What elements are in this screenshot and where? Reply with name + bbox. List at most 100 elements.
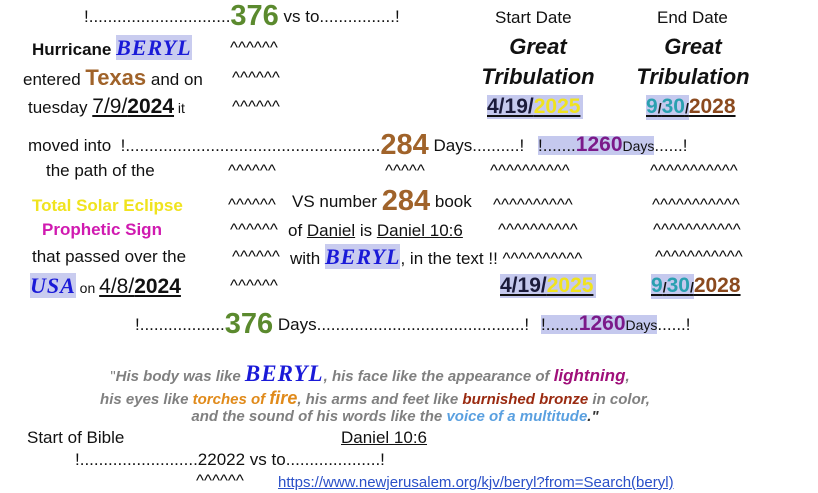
text-segment: and on: [146, 70, 203, 89]
text-segment: ^^^^^^^^^^^: [652, 195, 740, 214]
text-segment: ^^^^^^^^^^^: [650, 161, 738, 180]
row: ^^^^^^: [232, 66, 280, 90]
text-segment: USA: [30, 273, 76, 298]
quote-line: his eyes like torches of fire, his arms …: [0, 386, 750, 412]
text-segment: !.......: [538, 136, 576, 155]
link[interactable]: https://www.newjerusalem.org/kjv/beryl?f…: [278, 474, 674, 491]
text-segment: in color,: [588, 391, 650, 408]
row: !.........................22022 vs to...…: [75, 448, 385, 472]
text-segment: BERYL: [324, 244, 401, 269]
text-segment: 284: [381, 185, 431, 217]
row: that passed over the: [32, 245, 186, 269]
text-segment: !..............................: [84, 7, 231, 26]
text-segment: ^^^^^^: [230, 220, 278, 239]
row: https://www.newjerusalem.org/kjv/beryl?f…: [278, 470, 674, 493]
row: Start Date: [495, 6, 572, 30]
text-segment: Hurricane: [32, 40, 117, 59]
row: ^^^^^^^^^^^: [650, 159, 738, 183]
text-segment: Days....................................…: [273, 315, 530, 334]
text-segment: !.........................22022 vs to...…: [75, 450, 385, 469]
text-segment: , his face like the appearance of: [323, 368, 554, 385]
text-segment: 2024: [127, 95, 175, 118]
text-segment: ......!: [654, 136, 688, 155]
text-segment: 4/8/: [99, 275, 135, 298]
date: 9/30/2028: [651, 274, 747, 299]
text-segment: 2025: [546, 274, 594, 297]
row: ^^^^^^^^^^: [493, 193, 573, 217]
text-segment: !..................: [135, 315, 225, 334]
row: entered Texas and on: [23, 66, 203, 92]
text-segment: VS number: [292, 192, 382, 211]
text-segment: ^^^^^^: [232, 247, 280, 266]
text-segment: Daniel 10:6: [341, 428, 428, 447]
title-block: Great Tribulation: [625, 32, 761, 92]
row: ^^^^^^: [196, 469, 244, 493]
row: ^^^^^^^^^^^: [655, 245, 743, 269]
text-segment: ^^^^^^^^^^: [498, 220, 578, 239]
text-segment: burnished bronze: [462, 391, 589, 408]
text-segment: Texas: [85, 65, 147, 90]
row: Prophetic Sign: [42, 218, 162, 242]
row: Start of Bible: [27, 426, 124, 450]
text-segment: BERYL: [116, 35, 192, 60]
row: ^^^^^^^^^^^: [652, 193, 740, 217]
row: ^^^^^^: [230, 36, 278, 60]
text-segment: End Date: [657, 8, 728, 27]
text-segment: ^^^^^^: [230, 276, 278, 295]
text-segment: Total Solar Eclipse: [32, 196, 183, 215]
text-segment: Daniel 10:6: [376, 221, 463, 240]
text-segment: 376: [230, 0, 279, 32]
text-segment: vs to................!: [278, 7, 400, 26]
text-segment: ......!: [657, 315, 691, 334]
row: the path of the: [46, 159, 155, 183]
text-segment: 2025: [533, 95, 581, 118]
text-segment: ,: [625, 368, 630, 385]
row: ^^^^^^: [228, 159, 276, 183]
text-segment: tuesday: [28, 98, 93, 117]
text-segment: /: [684, 100, 689, 116]
text-segment: entered: [23, 70, 86, 89]
text-segment: that passed over the: [32, 247, 187, 266]
text-segment: ^^^^^^: [230, 38, 278, 57]
text-segment: 7/9/: [92, 95, 128, 118]
row: ^^^^^: [385, 159, 425, 183]
row: ^^^^^^^^^^: [490, 159, 570, 183]
highlight: !.......1260Days: [541, 312, 658, 335]
text-segment: of: [288, 221, 307, 240]
text-segment: Prophetic Sign: [42, 220, 162, 239]
text-segment: Days: [622, 138, 655, 154]
text-segment: book: [430, 192, 472, 211]
text-segment: moved into !............................…: [28, 136, 381, 155]
row: ^^^^^^: [230, 274, 278, 298]
text-segment: his eyes like: [100, 391, 193, 408]
row: Daniel 10:6: [341, 426, 427, 450]
highlight: !.......1260Days: [538, 133, 655, 156]
date: 4/19/2025: [500, 274, 596, 298]
text-segment: ^^^^^^^^^^: [502, 249, 583, 268]
date: 9/30/2028: [646, 95, 742, 120]
text-segment: Daniel: [306, 221, 356, 240]
row: Hurricane BERYL: [32, 35, 192, 62]
quote-line: and the sound of his words like the voic…: [0, 405, 790, 429]
text-segment: ^^^^^^: [232, 68, 280, 87]
text-segment: His body was like: [115, 368, 245, 385]
text-segment: , his arms and feet like: [297, 391, 463, 408]
text-segment: lightning: [553, 366, 626, 385]
row: End Date: [657, 6, 728, 30]
text-segment: Tribulation: [481, 64, 595, 89]
text-segment: ": [110, 368, 116, 385]
text-segment: ^^^^^^^^^^: [490, 161, 570, 180]
text-segment: /: [662, 279, 667, 295]
row: moved into !............................…: [28, 131, 525, 160]
text-segment: Days..........!: [428, 136, 525, 155]
text-segment: torches of: [192, 391, 270, 408]
date: 4/19/2025: [487, 95, 583, 119]
text-segment: /: [689, 279, 694, 295]
text-segment: and the sound of his words like the: [191, 408, 447, 425]
row: ^^^^^^: [232, 95, 280, 119]
title-block: Great Tribulation: [470, 32, 606, 92]
text-segment: ^^^^^^^^^^^: [655, 247, 743, 266]
row: VS number 284 book: [292, 187, 472, 216]
row: ^^^^^^: [232, 245, 280, 269]
text-segment: is: [355, 221, 377, 240]
